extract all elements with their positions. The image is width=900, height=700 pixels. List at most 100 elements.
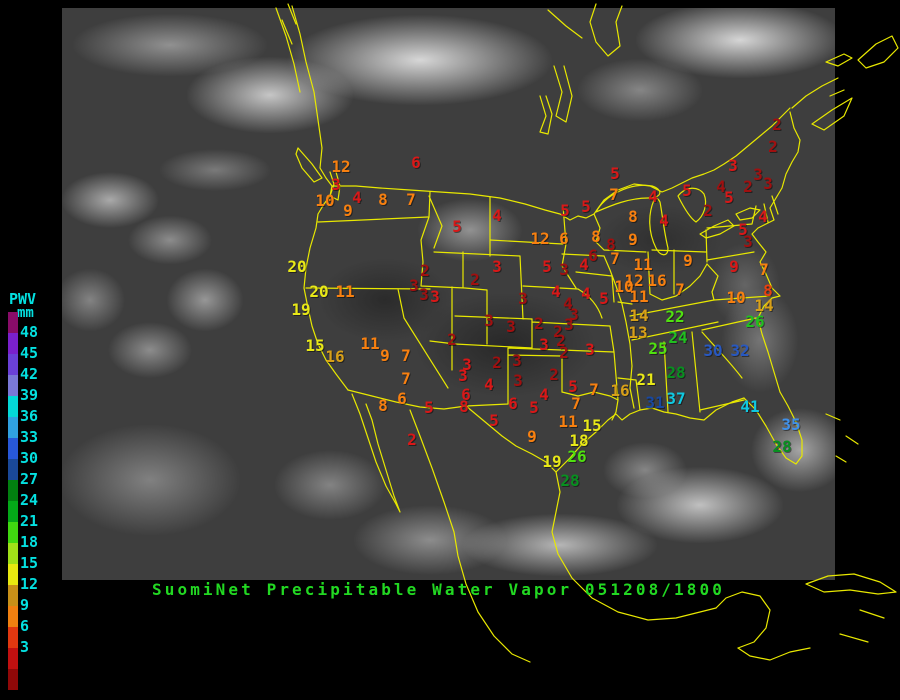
station-pwv-value: 2 [534, 314, 544, 334]
station-pwv-value: 8 [628, 207, 638, 227]
station-pwv-value: 5 [682, 181, 692, 201]
station-pwv-value: 4 [648, 187, 658, 207]
station-pwv-value: 5 [599, 289, 609, 309]
legend-tick: 3 [20, 638, 30, 656]
station-pwv-value: 7 [675, 280, 685, 300]
station-pwv-value: 5 [452, 217, 462, 237]
station-pwv-value: 7 [571, 394, 581, 414]
legend-color-segment [8, 459, 18, 480]
station-pwv-value: 4 [539, 385, 549, 405]
station-pwv-value: 8 [606, 235, 616, 255]
station-pwv-value: 32 [730, 341, 750, 361]
station-pwv-value: 2 [743, 177, 753, 197]
legend-color-segment [8, 606, 18, 627]
station-pwv-value: 3 [458, 366, 468, 386]
station-pwv-value: 7 [759, 260, 769, 280]
station-pwv-value: 3 [492, 257, 502, 277]
station-pwv-value: 8 [378, 396, 388, 416]
station-pwv-value: 22 [665, 307, 685, 327]
station-pwv-value: 4 [579, 255, 589, 275]
legend-tick: 36 [20, 407, 39, 425]
station-pwv-value: 12 [331, 157, 351, 177]
legend-color-segment [8, 312, 18, 333]
station-pwv-value: 5 [610, 164, 620, 184]
station-pwv-value: 4 [352, 188, 362, 208]
legend-tick: 24 [20, 491, 39, 509]
station-pwv-value: 15 [582, 416, 602, 436]
station-pwv-value: 9 [343, 201, 353, 221]
station-pwv-value: 5 [489, 411, 499, 431]
station-pwv-value: 6 [508, 394, 518, 414]
legend-color-segment [8, 480, 18, 501]
station-pwv-value: 37 [666, 389, 686, 409]
station-pwv-value: 15 [305, 336, 325, 356]
station-pwv-value: 3 [559, 260, 569, 280]
station-pwv-value: 2 [703, 201, 713, 221]
legend-color-segment [8, 669, 18, 690]
legend-tick: 48 [20, 323, 39, 341]
station-pwv-value: 3 [518, 289, 528, 309]
station-pwv-value: 28 [560, 471, 580, 491]
station-pwv-value: 3 [585, 340, 595, 360]
station-pwv-value: 18 [569, 431, 589, 451]
station-pwv-value: 7 [610, 249, 620, 269]
station-pwv-value: 2 [492, 353, 502, 373]
legend-color-segment [8, 585, 18, 606]
station-pwv-value: 3 [753, 165, 763, 185]
legend-tick: 42 [20, 365, 39, 383]
station-pwv-value: 5 [560, 201, 570, 221]
station-pwv-value: 5 [542, 257, 552, 277]
station-pwv-value: 3 [506, 317, 516, 337]
legend-colorbar [8, 312, 18, 690]
station-pwv-value: 26 [567, 447, 587, 467]
station-pwv-value: 3 [430, 287, 440, 307]
station-pwv-value: 11 [558, 412, 578, 432]
station-pwv-value: 30 [703, 341, 723, 361]
station-pwv-value: 14 [754, 296, 774, 316]
station-pwv-value: 9 [683, 251, 693, 271]
station-pwv-value: 9 [628, 230, 638, 250]
station-pwv-value: 4 [492, 206, 502, 226]
legend-color-segment [8, 501, 18, 522]
station-pwv-value: 2 [559, 343, 569, 363]
station-pwv-value: 7 [589, 380, 599, 400]
station-pwv-value: 20 [287, 257, 307, 277]
station-pwv-value: 6 [588, 246, 598, 266]
station-pwv-value: 2 [420, 261, 430, 281]
station-pwv-value: 8 [763, 281, 773, 301]
legend-color-segment [8, 354, 18, 375]
station-pwv-value: 3 [513, 371, 523, 391]
station-pwv-value: 2 [549, 365, 559, 385]
station-pwv-value: 6 [397, 389, 407, 409]
station-pwv-value: 6 [559, 229, 569, 249]
station-pwv-value: 4 [659, 211, 669, 231]
station-pwv-value: 3 [512, 351, 522, 371]
legend-color-segment [8, 522, 18, 543]
station-pwv-value: 3 [331, 175, 341, 195]
station-pwv-value: 3 [484, 311, 494, 331]
station-pwv-value: 10 [315, 191, 335, 211]
station-pwv-value: 16 [610, 381, 630, 401]
station-pwv-value: 2 [772, 115, 782, 135]
legend-tick: 30 [20, 449, 39, 467]
station-pwv-value: 3 [743, 232, 753, 252]
station-pwv-value: 4 [716, 177, 726, 197]
station-pwv-value: 7 [401, 346, 411, 366]
station-pwv-value: 9 [380, 346, 390, 366]
legend-tick: 33 [20, 428, 39, 446]
station-pwv-value: 10 [614, 277, 634, 297]
station-pwv-value: 26 [745, 312, 765, 332]
station-pwv-value: 7 [401, 369, 411, 389]
station-pwv-value: 8 [378, 190, 388, 210]
station-pwv-value: 11 [633, 255, 653, 275]
station-pwv-value: 14 [629, 306, 649, 326]
station-pwv-value: 3 [419, 285, 429, 305]
station-pwv-value: 11 [335, 282, 355, 302]
station-pwv-value: 12 [624, 271, 644, 291]
station-pwv-value: 11 [360, 334, 380, 354]
station-pwv-value: 4 [758, 207, 768, 227]
legend-tick: 18 [20, 533, 39, 551]
station-pwv-value: 7 [406, 190, 416, 210]
station-pwv-value: 2 [556, 331, 566, 351]
